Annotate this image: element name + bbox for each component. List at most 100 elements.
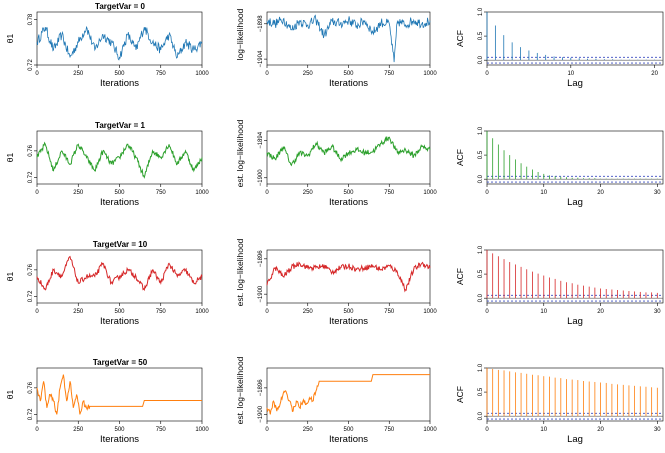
acf-panel: 0 10 20 30 0.0 0.5 1.0 Lag ACF (455, 363, 664, 445)
y-tick-label: 0.72 (28, 408, 34, 420)
x-tick-label: 500 (343, 427, 354, 433)
row-title-prefix: TargetVar = (95, 2, 140, 11)
x-tick-label: 250 (303, 190, 314, 196)
trace-loglik-panel: 0 250 500 750 1000 −1904 −1898 Iterations log−li… (235, 8, 437, 89)
x-tick-label: 0 (35, 309, 39, 315)
x-tick-label: 10 (540, 309, 547, 315)
row-title-value: 10 (138, 240, 147, 249)
x-tick-label: 0 (35, 71, 39, 77)
x-tick-label: 30 (654, 309, 661, 315)
row-title-value: 0 (140, 2, 145, 11)
x-tick-label: 500 (343, 190, 354, 196)
x-tick-label: 0 (35, 190, 39, 196)
x-tick-label: 250 (303, 71, 314, 77)
y-tick-label: −1896 (258, 250, 264, 268)
x-tick-label: 0 (485, 309, 489, 315)
x-axis-label: Iterations (100, 434, 139, 445)
trace-line (36, 141, 203, 179)
y-tick-label: 0.76 (28, 263, 34, 275)
x-tick-label: 250 (73, 309, 84, 315)
y-tick-label: 0.0 (478, 55, 484, 64)
y-axis-label: ACF (455, 149, 465, 166)
x-tick-label: 20 (597, 309, 604, 315)
y-axis-label: est. log−likelihood (235, 119, 245, 187)
x-axis-label: Lag (567, 197, 583, 208)
x-tick-label: 1000 (195, 309, 209, 315)
x-tick-label: 10 (540, 190, 547, 196)
row-title-value: 1 (140, 121, 145, 130)
plot-frame (266, 367, 431, 422)
x-tick-label: 30 (654, 427, 661, 433)
y-axis-label: ACF (455, 268, 465, 285)
trace-loglik-panel: 0 250 500 750 1000 −1900 −1896 Iterations est. l… (235, 238, 437, 327)
y-axis-label: θ1 (5, 390, 15, 400)
x-axis-label: Iterations (329, 316, 368, 327)
plot-frame (36, 367, 203, 422)
x-tick-label: 0 (485, 427, 489, 433)
row-3: TargetVar = 500 250 500 750 10000.720.76Iter… (5, 356, 664, 445)
y-tick-label: 1.0 (478, 126, 484, 135)
trace-line (266, 14, 431, 63)
x-tick-label: 1000 (195, 190, 209, 196)
trace-theta-panel: 0 250 500 750 1000 0.72 0.76 Iterations θ1 (5, 249, 209, 327)
x-tick-label: 10 (540, 427, 547, 433)
y-tick-label: 0.78 (28, 13, 34, 25)
row-title: TargetVar = 50 (93, 358, 148, 367)
x-tick-label: 500 (343, 71, 354, 77)
x-axis-label: Iterations (329, 197, 368, 208)
x-axis-label: Iterations (100, 197, 139, 208)
x-tick-label: 750 (156, 309, 167, 315)
x-tick-label: 500 (114, 427, 125, 433)
y-tick-label: 1.0 (478, 7, 484, 16)
acf-panel: 0 10 20 30 0.0 0.5 1.0 Lag ACF (455, 126, 664, 208)
acf-panel: 0 10 20 0.0 0.5 1.0 Lag ACF (455, 7, 664, 89)
x-tick-label: 1000 (195, 71, 209, 77)
y-tick-label: 1.0 (478, 363, 484, 372)
row-0: TargetVar = 00 250 500 750 10000.720.78Itera… (5, 2, 664, 89)
x-tick-label: 20 (651, 71, 658, 77)
row-2: TargetVar = 100 250 500 750 10000.720.76Iter… (5, 238, 664, 327)
x-axis-label: Iterations (329, 434, 368, 445)
y-tick-label: −1900 (258, 285, 264, 303)
y-axis-label: log−likelihood (235, 8, 245, 60)
x-tick-label: 750 (384, 427, 395, 433)
row-1: TargetVar = 10 250 500 750 10000.720.76Itera… (5, 119, 664, 208)
x-axis-label: Lag (567, 434, 583, 445)
x-axis-label: Lag (567, 316, 583, 327)
x-axis-label: Iterations (100, 78, 139, 89)
x-tick-label: 250 (73, 71, 84, 77)
x-tick-label: 750 (384, 190, 395, 196)
trace-theta-panel: 0 250 500 750 1000 0.72 0.78 Iterations θ1 (5, 11, 209, 89)
y-tick-label: −1898 (258, 15, 264, 33)
y-tick-label: 0.76 (28, 144, 34, 156)
x-tick-label: 1000 (195, 427, 209, 433)
y-axis-label: est. log−likelihood (235, 356, 245, 424)
trace-line (266, 374, 430, 415)
x-tick-label: 0 (485, 190, 489, 196)
x-tick-label: 750 (156, 190, 167, 196)
x-tick-label: 0 (265, 427, 269, 433)
trace-theta-panel: 0 250 500 750 1000 0.72 0.76 Iterations θ1 (5, 367, 209, 445)
x-tick-label: 250 (303, 427, 314, 433)
y-axis-label: θ1 (5, 34, 15, 44)
y-axis-label: ACF (455, 386, 465, 403)
row-title-value: 50 (138, 358, 147, 367)
trace-line (36, 25, 203, 61)
row-title-prefix: TargetVar = (93, 358, 138, 367)
trace-loglik-panel: 0 250 500 750 1000 −1900 −1896 Iterations est. l… (235, 356, 437, 445)
row-title-prefix: TargetVar = (95, 121, 140, 130)
x-tick-label: 750 (156, 71, 167, 77)
x-tick-label: 0 (35, 427, 39, 433)
trace-line (266, 261, 431, 293)
x-tick-label: 500 (114, 71, 125, 77)
x-tick-label: 500 (114, 190, 125, 196)
row-title: TargetVar = 10 (93, 240, 148, 249)
y-tick-label: 0.0 (478, 411, 484, 420)
y-tick-label: 0.76 (28, 381, 34, 393)
y-tick-label: 0.5 (478, 31, 484, 40)
trace-line (36, 374, 202, 415)
trace-theta-panel: 0 250 500 750 1000 0.72 0.76 Iterations θ1 (5, 130, 209, 208)
y-tick-label: −1900 (258, 405, 264, 423)
x-tick-label: 0 (265, 71, 269, 77)
